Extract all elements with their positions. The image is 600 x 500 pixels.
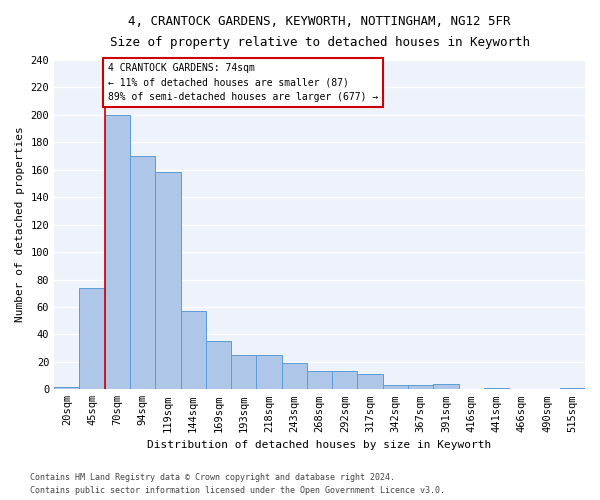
Bar bbox=[105, 115, 130, 390]
Bar bbox=[231, 355, 256, 390]
Bar bbox=[155, 172, 181, 390]
Y-axis label: Number of detached properties: Number of detached properties bbox=[15, 126, 25, 322]
Title: 4, CRANTOCK GARDENS, KEYWORTH, NOTTINGHAM, NG12 5FR
Size of property relative to: 4, CRANTOCK GARDENS, KEYWORTH, NOTTINGHA… bbox=[110, 15, 530, 49]
Bar bbox=[54, 386, 79, 390]
Text: 4 CRANTOCK GARDENS: 74sqm
← 11% of detached houses are smaller (87)
89% of semi-: 4 CRANTOCK GARDENS: 74sqm ← 11% of detac… bbox=[108, 62, 378, 102]
Bar bbox=[307, 372, 332, 390]
Bar bbox=[181, 311, 206, 390]
Bar bbox=[484, 388, 509, 390]
Bar bbox=[130, 156, 155, 390]
Bar bbox=[281, 363, 307, 390]
Bar bbox=[256, 355, 281, 390]
X-axis label: Distribution of detached houses by size in Keyworth: Distribution of detached houses by size … bbox=[148, 440, 492, 450]
Bar bbox=[408, 385, 433, 390]
Bar bbox=[79, 288, 105, 390]
Bar bbox=[358, 374, 383, 390]
Text: Contains HM Land Registry data © Crown copyright and database right 2024.
Contai: Contains HM Land Registry data © Crown c… bbox=[30, 474, 445, 495]
Bar bbox=[332, 372, 358, 390]
Bar bbox=[560, 388, 585, 390]
Bar bbox=[433, 384, 458, 390]
Bar bbox=[206, 342, 231, 390]
Bar bbox=[383, 385, 408, 390]
